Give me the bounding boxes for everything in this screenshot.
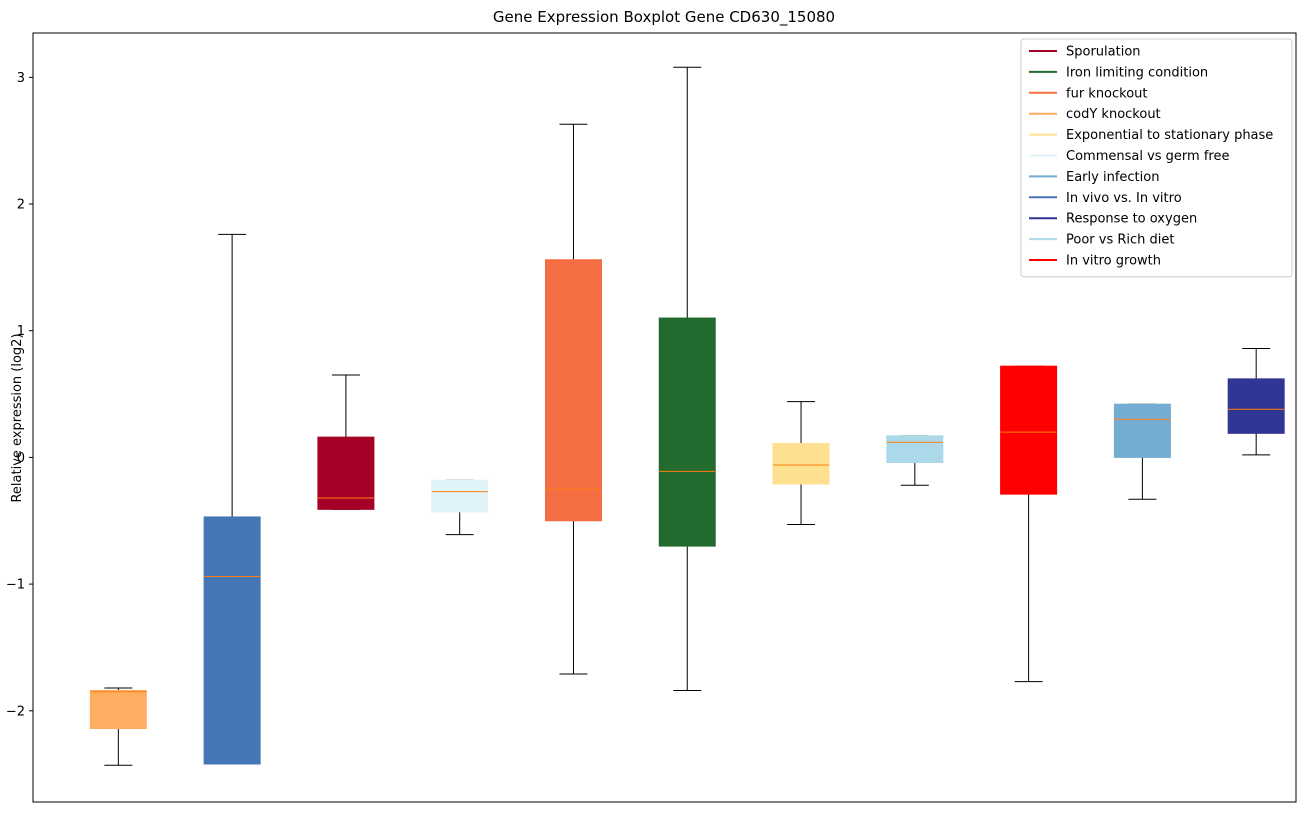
legend-item: Poor vs Rich diet [1029,233,1174,248]
box-group [317,374,375,510]
legend-label: Response to oxygen [1066,212,1197,227]
box-iqr [89,690,147,730]
box-group [772,401,830,526]
box-group [1227,347,1285,456]
box-group [1000,365,1058,683]
legend-label: In vitro growth [1066,254,1161,269]
legend-label: Poor vs Rich diet [1066,233,1174,248]
legend-label: Iron limiting condition [1066,65,1208,80]
legend-frame [1020,38,1293,278]
legend-item: Early infection [1029,170,1159,185]
y-tick-label: −1 [6,578,25,593]
boxes-layer [89,66,1285,766]
y-tick-label: 0 [17,451,25,466]
legend-item: In vitro growth [1029,254,1161,269]
box-iqr [203,516,261,765]
y-tick-label: 1 [17,324,25,339]
legend-label: codY knockout [1066,107,1161,122]
box-iqr [886,435,944,463]
box-iqr [658,317,716,547]
box-iqr [1113,403,1171,458]
legend-item: Commensal vs germ free [1029,149,1229,164]
y-tick-label: 3 [17,71,25,86]
legend-label: Exponential to stationary phase [1066,128,1273,143]
legend-label: In vivo vs. In vitro [1066,191,1182,206]
legend-label: Commensal vs germ free [1066,149,1229,164]
legend-label: fur knockout [1066,86,1148,101]
y-tick-label: −2 [6,704,25,719]
box-group [658,66,716,692]
box-group [1113,403,1171,500]
legend-item: fur knockout [1029,86,1148,101]
legend-item: codY knockout [1029,107,1161,122]
legend-item: Exponential to stationary phase [1029,128,1273,143]
plot-frame [32,32,1297,803]
legend-item: Iron limiting condition [1029,65,1208,80]
legend-label: Sporulation [1066,45,1141,60]
box-group [203,233,261,765]
box-iqr [431,479,489,513]
box-group [431,479,489,536]
legend: Sporulation Iron limiting condition fur kn… [1020,38,1293,278]
box-group [89,687,147,766]
box-group [544,123,602,675]
box-group [886,435,944,486]
y-axis: −2 −1 0 1 2 3 [6,71,33,719]
box-iqr [772,442,830,485]
box-iqr [1227,378,1285,434]
box-iqr [317,436,375,510]
y-tick-label: 2 [17,198,25,213]
legend-item: In vivo vs. In vitro [1029,191,1182,206]
y-axis-label: Relative expression (log2) [10,333,25,502]
legend-item: Response to oxygen [1029,212,1197,227]
chart-title: Gene Expression Boxplot Gene CD630_15080 [493,8,835,27]
legend-item: Sporulation [1029,45,1141,60]
legend-label: Early infection [1066,170,1159,185]
box-iqr [1000,365,1058,495]
box-iqr [544,259,602,522]
